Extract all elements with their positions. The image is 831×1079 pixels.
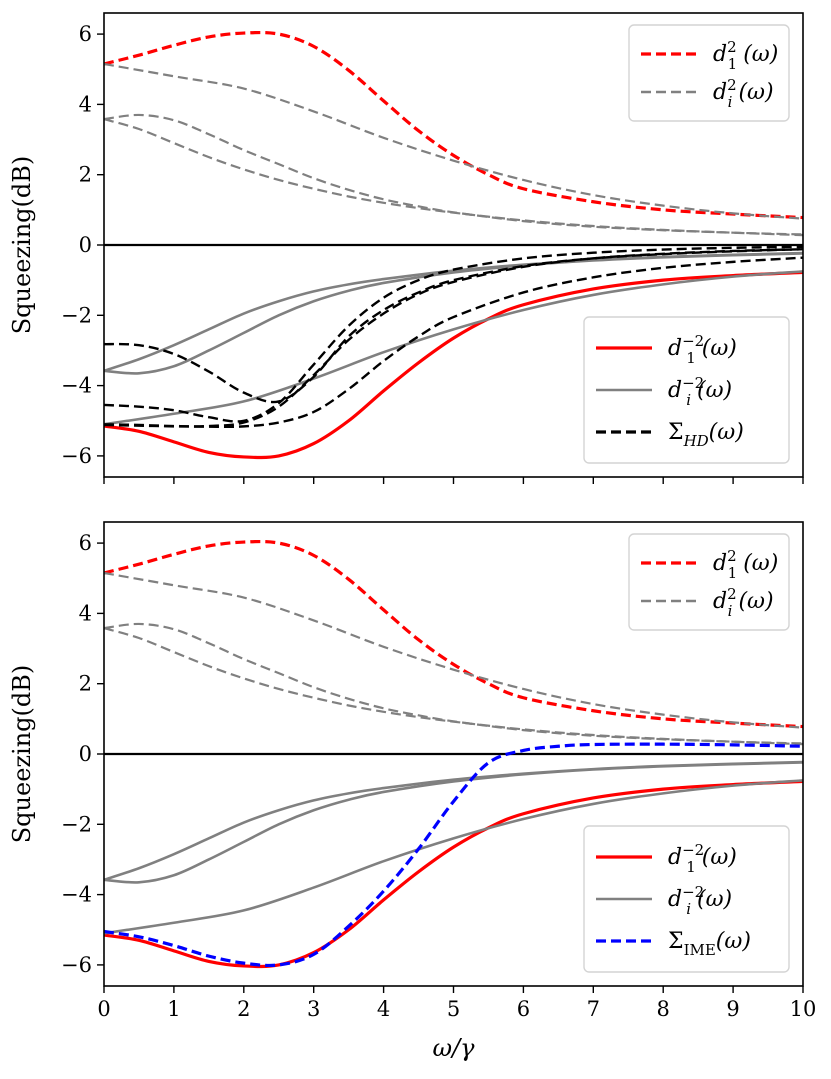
y-tick-label: −6	[61, 953, 92, 977]
x-tick-label: 3	[307, 997, 320, 1021]
series-line-8	[104, 742, 803, 968]
legend-top-right: d2 1 (ω)d2 i (ω)	[628, 533, 790, 631]
x-tick-label: 0	[97, 997, 110, 1021]
series-line-3	[104, 118, 803, 237]
series-line-3	[104, 627, 803, 746]
panel-top: −6 −4 −2 0 2 4 6 Squeezing(dB) d2 1 (ω)d2 i (ω) d−2 1(…	[8, 12, 804, 484]
x-tick-label: 9	[726, 997, 739, 1021]
series-line-5	[104, 270, 803, 426]
y-tick-label: 0	[79, 742, 92, 766]
legend-label: d2 i (ω)	[713, 585, 774, 620]
legend-label: d2 i (ω)	[713, 76, 774, 111]
x-axis-label: ω/γ	[433, 1034, 476, 1062]
x-tick-label: 2	[237, 997, 250, 1021]
legend-lower-right: d−2 1 (ω) d−2 i (ω) ΣHD(ω)	[583, 316, 790, 464]
series-line-7	[104, 251, 803, 373]
legend-label: d−2 i (ω)	[668, 883, 732, 918]
y-tick-label: 6	[79, 531, 92, 555]
legend-box	[628, 533, 790, 631]
series-group	[104, 539, 803, 969]
series-line-4	[104, 270, 803, 460]
y-tick-label: −2	[61, 303, 92, 327]
x-tick-label: 7	[587, 997, 600, 1021]
y-tick-label: 6	[79, 22, 92, 46]
series-line-9	[104, 245, 803, 423]
legend-label: ΣIME(ω)	[668, 929, 751, 959]
y-tick-label: 4	[79, 601, 92, 625]
series-line-11	[104, 256, 803, 429]
legend-box	[583, 316, 790, 464]
y-tick-label: 2	[79, 672, 92, 696]
y-tick-label: −2	[61, 812, 92, 836]
legend-top-right: d2 1 (ω)d2 i (ω)	[628, 24, 790, 122]
series-line-0	[104, 539, 803, 729]
legend-label: d−2 1 (ω)	[668, 841, 737, 876]
series-line-2	[104, 113, 803, 236]
legend-label: d2 1 (ω)	[713, 38, 778, 73]
legend-label: ΣHD(ω)	[668, 420, 744, 450]
series-line-1	[104, 571, 803, 729]
panel-bottom: 0 1 2 3 4 5 6 7 8 9 10 −6 −4 −2 0 2 4 6 Squeezing(dB) ω/γ d2…	[8, 521, 817, 1062]
legend-box	[628, 24, 790, 122]
y-axis-label: Squeezing(dB)	[8, 156, 36, 335]
y-tick-label: 2	[79, 163, 92, 187]
x-tick-label: 6	[517, 997, 530, 1021]
y-tick-label: −6	[61, 444, 92, 468]
x-tick-label: 10	[790, 997, 817, 1021]
y-tick-label: −4	[61, 883, 92, 907]
series-line-2	[104, 622, 803, 745]
x-tick-label: 5	[447, 997, 460, 1021]
legend-label: d2 1 (ω)	[713, 547, 778, 582]
x-tick-label: 4	[377, 997, 390, 1021]
x-tick-label: 1	[167, 997, 180, 1021]
y-tick-label: 0	[79, 233, 92, 257]
legend-label: d−2 i (ω)	[668, 374, 732, 409]
legend-lower-right: d−2 1 (ω) d−2 i (ω) ΣIME(ω)	[583, 825, 790, 973]
series-line-4	[104, 779, 803, 969]
y-axis-label: Squeezing(dB)	[8, 665, 36, 844]
y-tick-label: 4	[79, 92, 92, 116]
series-line-0	[104, 30, 803, 220]
x-tick-label: 8	[657, 997, 670, 1021]
series-line-1	[104, 62, 803, 220]
series-line-5	[104, 779, 803, 935]
legend-box	[583, 825, 790, 973]
series-line-7	[104, 760, 803, 882]
series-group	[104, 30, 803, 460]
y-tick-label: −4	[61, 374, 92, 398]
legend-label: d−2 1 (ω)	[668, 332, 737, 367]
